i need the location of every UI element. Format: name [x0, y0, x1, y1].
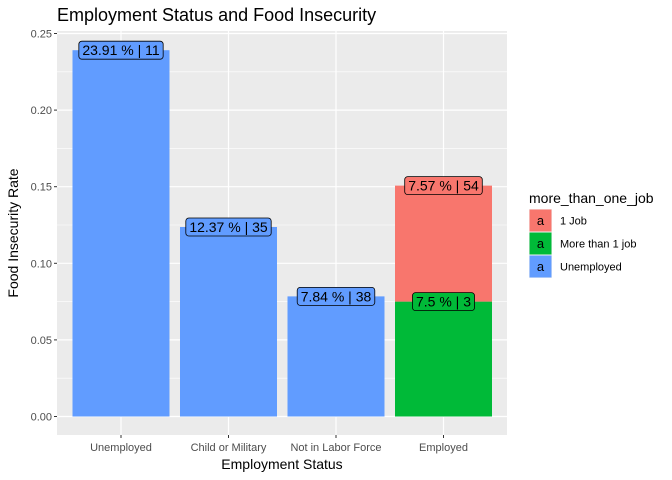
legend-entry: a 1 Job	[529, 209, 587, 232]
bar-label-box	[78, 40, 164, 60]
bar-label-text: 12.37 % | 35	[189, 219, 268, 235]
bar-label: 12.37 % | 35	[185, 217, 272, 237]
x-axis: Unemployed Child or Military Not in Labor …	[90, 435, 468, 454]
legend-items: a 1 Job a More than 1 job a Unemployed	[529, 209, 636, 278]
bar-label-text: 23.91 % | 11	[82, 42, 160, 58]
bar-label: 23.91 % | 11	[78, 40, 164, 60]
bar	[180, 226, 277, 417]
y-tick-label: 0.20	[31, 105, 52, 117]
y-tick-label: 0.15	[31, 182, 52, 194]
legend-key-glyph: a	[537, 259, 545, 274]
bar-label-text: 7.57 % | 54	[408, 178, 479, 194]
bar-labels: 23.91 % | 11 12.37 % | 35 7.84 % | 38 7.5 %…	[78, 40, 483, 312]
legend-key-glyph: a	[537, 213, 545, 228]
x-tick-label: Child or Military	[191, 442, 267, 454]
x-tick-label: Employed	[419, 442, 468, 454]
bar-label-box	[185, 217, 272, 237]
y-axis: 0.00 0.05 0.10 0.15 0.20 0.25	[31, 29, 57, 424]
legend-label: Unemployed	[560, 262, 622, 274]
bar-label-box	[404, 176, 483, 196]
x-axis-title: Employment Status	[221, 456, 342, 472]
y-tick-label: 0.10	[31, 258, 52, 270]
legend-entry: a Unemployed	[529, 255, 622, 278]
legend-label: More than 1 job	[560, 239, 636, 251]
legend-label: 1 Job	[560, 216, 587, 228]
y-axis-title: Food Insecurity Rate	[5, 168, 21, 297]
bar-label: 7.5 % | 3	[412, 292, 475, 312]
y-tick-label: 0.05	[31, 335, 52, 347]
bar-label-text: 7.84 % | 38	[301, 288, 372, 304]
x-tick-label: Not in Labor Force	[290, 442, 381, 454]
bars	[72, 50, 492, 417]
legend-title: more_than_one_job	[529, 190, 654, 206]
bar	[72, 50, 170, 417]
bar-label-box	[296, 286, 376, 306]
legend-key-glyph: a	[537, 236, 545, 251]
legend: more_than_one_job a 1 Job a More than 1 job…	[529, 190, 654, 278]
legend-key	[529, 255, 552, 278]
bar-label: 7.84 % | 38	[296, 286, 376, 306]
bar	[287, 296, 385, 417]
legend-key	[529, 232, 552, 255]
y-tick-label: 0.00	[31, 412, 52, 424]
y-tick-label: 0.25	[31, 29, 52, 41]
x-tick-label: Unemployed	[90, 442, 152, 454]
bar	[395, 185, 492, 302]
legend-entry: a More than 1 job	[529, 232, 636, 255]
bar-label: 7.57 % | 54	[404, 176, 483, 196]
bar-label-text: 7.5 % | 3	[416, 294, 471, 310]
bar-label-box	[412, 292, 475, 312]
bar	[395, 301, 492, 417]
legend-key	[529, 209, 552, 232]
chart-title: Employment Status and Food Insecurity	[57, 5, 376, 25]
